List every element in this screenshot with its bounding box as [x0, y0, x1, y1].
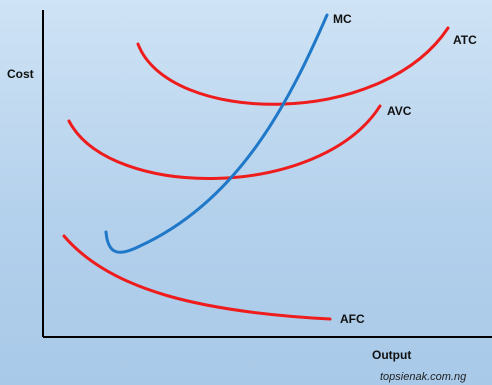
- watermark-text: topsienak.com.ng: [380, 371, 467, 383]
- avc-curve: [67, 104, 382, 180]
- afc-curve: [62, 234, 332, 321]
- atc-curve: [136, 26, 450, 106]
- mc-label: MC: [333, 12, 352, 26]
- mc-curve: [104, 13, 329, 254]
- avc-label: AVC: [387, 104, 412, 118]
- afc-label: AFC: [340, 312, 365, 326]
- atc-label: ATC: [453, 33, 477, 47]
- x-axis-label: Output: [372, 348, 411, 362]
- y-axis-label: Cost: [7, 67, 34, 81]
